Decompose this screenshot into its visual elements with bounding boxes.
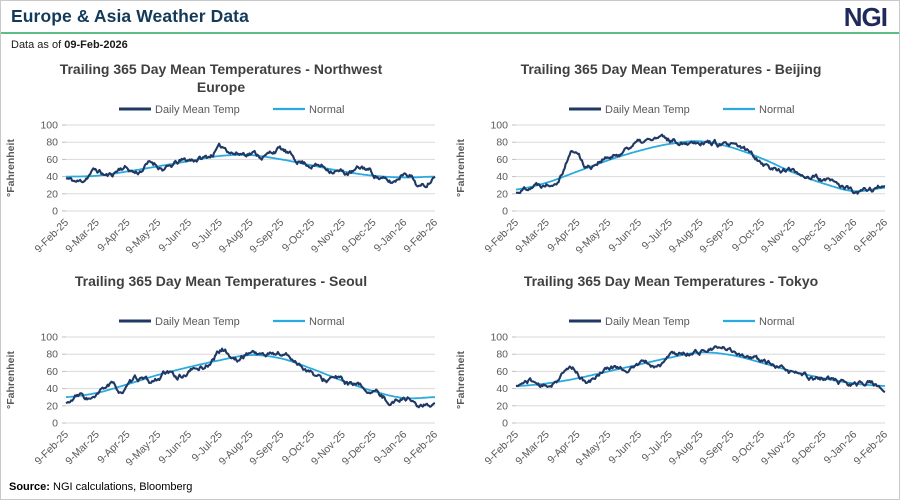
gridlines: 0 20 40 60 80 100 bbox=[490, 332, 885, 430]
x-tick-label: 9-Feb-26 bbox=[402, 429, 441, 468]
daily-mean-temp-line bbox=[65, 142, 436, 189]
x-tick-label: 9-Sep-25 bbox=[697, 217, 736, 256]
x-tick-label: 9-Feb-26 bbox=[852, 217, 891, 256]
y-tick-label: 20 bbox=[496, 400, 508, 412]
legend-label: Daily Mean Temp bbox=[155, 104, 240, 116]
normal-line bbox=[515, 140, 886, 193]
x-tick-label: 9-Jun-25 bbox=[156, 217, 194, 255]
y-axis-label: °Fahrenheit bbox=[455, 351, 467, 409]
chart-legend: Daily Mean Temp Normal bbox=[119, 104, 344, 116]
chart-title: Trailing 365 Day Mean Temperatures - Bei… bbox=[521, 61, 822, 77]
chart-legend: Daily Mean Temp Normal bbox=[569, 316, 794, 328]
y-tick-label: 100 bbox=[40, 332, 58, 344]
x-tick-label: 9-Feb-26 bbox=[852, 429, 891, 468]
legend-label: Normal bbox=[759, 104, 794, 116]
legend-label: Daily Mean Temp bbox=[155, 316, 240, 328]
daily-mean-temp-line bbox=[515, 345, 886, 393]
x-tick-label: 9-Sep-25 bbox=[247, 217, 286, 256]
x-axis-labels: 9-Feb-259-Mar-259-Apr-259-May-259-Jun-25… bbox=[483, 217, 891, 257]
chart-legend: Daily Mean Temp Normal bbox=[119, 316, 344, 328]
y-tick-label: 60 bbox=[46, 366, 58, 378]
y-tick-label: 40 bbox=[496, 383, 508, 395]
x-tick-label: 9-Dec-25 bbox=[340, 217, 379, 256]
legend-label: Normal bbox=[309, 316, 344, 328]
chart-legend: Daily Mean Temp Normal bbox=[569, 104, 794, 116]
as-of-label: Data as of bbox=[11, 39, 62, 51]
x-tick-label: 9-Dec-25 bbox=[790, 429, 829, 468]
gridlines: 0 20 40 60 80 100 bbox=[490, 120, 885, 218]
chart-title: Trailing 365 Day Mean Temperatures - Nor… bbox=[60, 61, 383, 77]
chart-tokyo: Trailing 365 Day Mean Temperatures - Tok… bbox=[451, 266, 899, 478]
daily-mean-temp-line bbox=[515, 133, 886, 195]
chart-northwest-europe: Trailing 365 Day Mean Temperatures - Nor… bbox=[1, 54, 451, 266]
x-axis-labels: 9-Feb-259-Mar-259-Apr-259-May-259-Jun-25… bbox=[483, 429, 891, 469]
x-tick-label: 9-Mar-25 bbox=[63, 429, 102, 468]
y-tick-label: 20 bbox=[46, 400, 58, 412]
y-tick-label: 100 bbox=[490, 332, 508, 344]
x-tick-label: 9-Dec-25 bbox=[790, 217, 829, 256]
y-tick-label: 40 bbox=[46, 171, 58, 183]
chart-beijing: Trailing 365 Day Mean Temperatures - Bei… bbox=[451, 54, 899, 266]
data-as-of: Data as of 09-Feb-2026 bbox=[1, 34, 899, 54]
temperature-chart: Trailing 365 Day Mean Temperatures - Seo… bbox=[5, 273, 441, 469]
report-header: Europe & Asia Weather Data NGI bbox=[1, 1, 899, 34]
x-tick-label: 9-Jun-25 bbox=[156, 429, 194, 467]
y-tick-label: 40 bbox=[46, 383, 58, 395]
source-label: Source: bbox=[9, 481, 50, 493]
y-tick-label: 0 bbox=[52, 418, 58, 430]
x-tick-label: 9-Mar-25 bbox=[63, 217, 102, 256]
legend-label: Daily Mean Temp bbox=[605, 104, 690, 116]
y-axis-label: °Fahrenheit bbox=[5, 351, 17, 409]
x-tick-label: 9-Jun-25 bbox=[606, 217, 644, 255]
x-tick-label: 9-Sep-25 bbox=[697, 429, 736, 468]
temperature-chart: Trailing 365 Day Mean Temperatures - Nor… bbox=[5, 61, 441, 257]
x-axis-labels: 9-Feb-259-Mar-259-Apr-259-May-259-Jun-25… bbox=[33, 429, 441, 469]
y-tick-label: 80 bbox=[496, 137, 508, 149]
chart-seoul: Trailing 365 Day Mean Temperatures - Seo… bbox=[1, 266, 451, 478]
as-of-date: 09-Feb-2026 bbox=[64, 39, 128, 51]
y-tick-label: 80 bbox=[46, 137, 58, 149]
y-axis-label: °Fahrenheit bbox=[5, 139, 17, 197]
y-tick-label: 40 bbox=[496, 171, 508, 183]
y-tick-label: 80 bbox=[46, 349, 58, 361]
temperature-chart: Trailing 365 Day Mean Temperatures - Bei… bbox=[455, 61, 891, 257]
charts-grid: Trailing 365 Day Mean Temperatures - Nor… bbox=[1, 54, 899, 478]
y-tick-label: 0 bbox=[502, 418, 508, 430]
y-tick-label: 60 bbox=[496, 154, 508, 166]
page-title: Europe & Asia Weather Data bbox=[11, 6, 249, 26]
source-line: Source: NGI calculations, Bloomberg bbox=[1, 478, 899, 493]
y-tick-label: 100 bbox=[490, 120, 508, 132]
x-tick-label: 9-Dec-25 bbox=[340, 429, 379, 468]
legend-label: Normal bbox=[309, 104, 344, 116]
legend-label: Daily Mean Temp bbox=[605, 316, 690, 328]
chart-title: Europe bbox=[197, 79, 245, 95]
y-tick-label: 20 bbox=[496, 188, 508, 200]
normal-line bbox=[66, 153, 435, 179]
x-axis-labels: 9-Feb-259-Mar-259-Apr-259-May-259-Jun-25… bbox=[33, 217, 441, 257]
chart-title: Trailing 365 Day Mean Temperatures - Tok… bbox=[524, 273, 818, 289]
y-tick-label: 80 bbox=[496, 349, 508, 361]
chart-title: Trailing 365 Day Mean Temperatures - Seo… bbox=[75, 273, 367, 289]
y-tick-label: 100 bbox=[40, 120, 58, 132]
temperature-chart: Trailing 365 Day Mean Temperatures - Tok… bbox=[455, 273, 891, 469]
y-tick-label: 60 bbox=[496, 366, 508, 378]
source-text: NGI calculations, Bloomberg bbox=[53, 481, 193, 493]
legend-label: Normal bbox=[759, 316, 794, 328]
x-tick-label: 9-Mar-25 bbox=[513, 217, 552, 256]
x-tick-label: 9-Sep-25 bbox=[247, 429, 286, 468]
gridlines: 0 20 40 60 80 100 bbox=[40, 332, 435, 430]
x-tick-label: 9-Feb-26 bbox=[402, 217, 441, 256]
y-tick-label: 20 bbox=[46, 188, 58, 200]
y-tick-label: 0 bbox=[52, 206, 58, 218]
ngi-logo: NGI bbox=[843, 2, 888, 32]
daily-mean-temp-line bbox=[65, 347, 436, 409]
y-tick-label: 0 bbox=[502, 206, 508, 218]
x-tick-label: 9-Jun-25 bbox=[606, 429, 644, 467]
x-tick-label: 9-Mar-25 bbox=[513, 429, 552, 468]
y-tick-label: 60 bbox=[46, 154, 58, 166]
y-axis-label: °Fahrenheit bbox=[455, 139, 467, 197]
gridlines: 0 20 40 60 80 100 bbox=[40, 120, 435, 218]
